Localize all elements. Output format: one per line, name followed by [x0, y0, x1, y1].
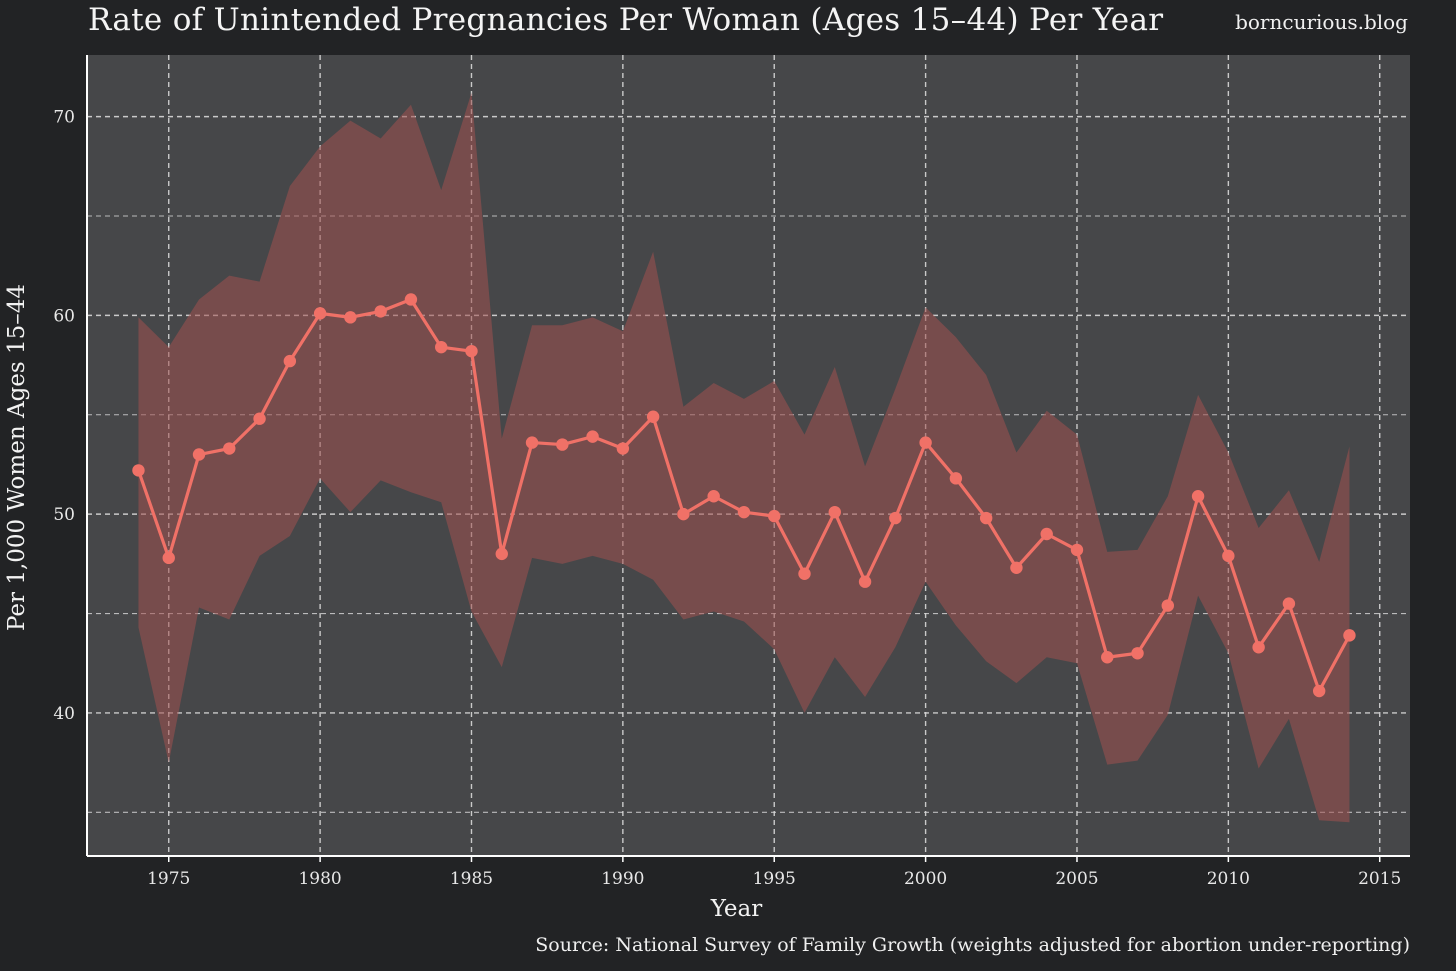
data-point [525, 436, 539, 449]
data-point [616, 442, 630, 455]
data-point [768, 509, 781, 523]
data-point [495, 547, 508, 561]
x-tick-label: 1990 [601, 869, 644, 889]
data-point [374, 305, 387, 318]
data-point [1252, 641, 1265, 654]
x-tick-label: 1980 [298, 869, 341, 889]
x-tick-label: 2005 [1055, 869, 1098, 889]
y-tick-label: 40 [53, 704, 75, 724]
axes [86, 55, 1410, 857]
data-point [1191, 490, 1205, 503]
x-tick-label: 1985 [450, 869, 493, 889]
data-point [889, 511, 902, 525]
data-point [253, 412, 266, 425]
data-point [1343, 629, 1356, 642]
confidence-band [138, 92, 1350, 823]
blog-watermark: borncurious.blog [1235, 10, 1408, 34]
data-point [283, 354, 297, 368]
data-point [646, 410, 660, 423]
y-tick-label: 50 [53, 505, 75, 525]
data-point [1312, 684, 1326, 698]
data-point [1010, 561, 1023, 574]
data-point [313, 307, 327, 320]
x-axis-title: Year [710, 896, 763, 922]
y-tick-label: 60 [53, 306, 75, 326]
x-tick-label: 2010 [1207, 869, 1250, 889]
chart-title: Rate of Unintended Pregnancies Per Woman… [88, 2, 1164, 38]
x-tick-label: 2000 [904, 869, 947, 889]
y-axis-ticks: 40 50 60 70 [53, 108, 75, 724]
data-point [344, 311, 357, 324]
data-point [404, 293, 418, 306]
y-tick-label: 70 [53, 108, 75, 128]
data-point [586, 430, 599, 443]
data-point [162, 551, 175, 565]
source-note: Source: National Survey of Family Growth… [535, 934, 1410, 956]
data-point [132, 464, 145, 477]
data-point [737, 505, 751, 519]
data-point [1101, 651, 1114, 664]
confidence-band-layer [138, 92, 1350, 823]
data-point [828, 505, 841, 519]
data-point [435, 340, 448, 354]
data-point [1040, 527, 1053, 541]
data-point [1070, 543, 1084, 557]
data-point [949, 472, 963, 485]
y-axis-title: Per 1,000 Women Ages 15–44 [4, 284, 30, 631]
data-point [1282, 597, 1296, 610]
data-point [858, 575, 872, 588]
data-point [1131, 647, 1144, 660]
data-point [677, 507, 690, 521]
data-point [707, 490, 720, 503]
data-point [919, 436, 932, 449]
data-point [223, 442, 236, 455]
data-point [979, 511, 993, 525]
x-tick-label: 2015 [1358, 869, 1401, 889]
data-point [556, 438, 569, 451]
x-axis-ticks: 1975 1980 1985 1990 1995 2000 2005 2010 2015 [147, 856, 1401, 889]
x-tick-label: 1995 [753, 869, 796, 889]
data-point [192, 448, 206, 461]
data-point [798, 567, 811, 580]
x-tick-label: 1975 [147, 869, 190, 889]
data-point [1161, 599, 1175, 612]
data-point [1222, 549, 1235, 563]
data-point [465, 344, 478, 358]
data-points [132, 293, 1356, 698]
